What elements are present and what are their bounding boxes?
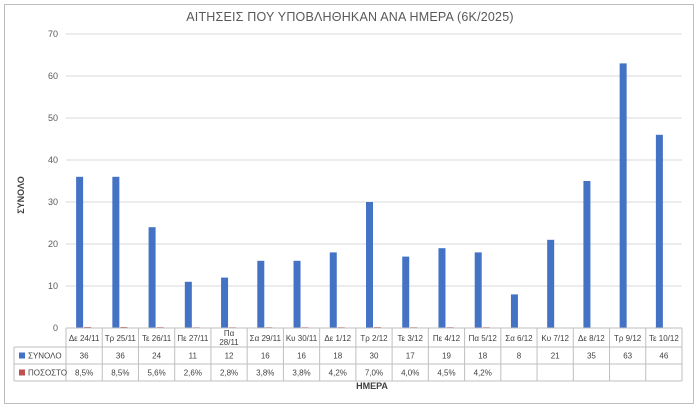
x-tick-label: Πε 27/11 [177,334,209,343]
x-tick-label: Πα 5/12 [469,334,498,343]
bar-total [221,277,229,328]
bar-total [329,252,337,328]
data-label-total: 24 [152,352,161,361]
bar-total [474,252,482,328]
x-tick-label: Τε 26/11 [142,334,172,343]
series-name: ΠΟΣΟΣΤΟ [28,369,67,378]
x-tick-label: Δε 8/12 [578,334,605,343]
y-tick-label: 60 [48,71,58,81]
x-tick-label: Τρ 9/12 [614,334,642,343]
y-tick-label: 20 [48,239,58,249]
data-label-total: 19 [442,352,451,361]
bar-total [655,134,663,328]
x-tick-label: Σα 29/11 [250,334,282,343]
y-tick-label: 40 [48,155,58,165]
data-label-total: 8 [517,352,522,361]
x-tick-label: Τρ 2/12 [360,334,388,343]
data-label-percent: 8,5% [75,369,93,378]
data-label-total: 12 [225,352,234,361]
data-label-total: 30 [370,352,379,361]
data-label-total: 18 [478,352,487,361]
x-axis-title: ΗΜΕΡΑ [356,381,388,391]
data-label-percent: 5,6% [147,369,165,378]
data-label-percent: 3,8% [292,369,310,378]
bar-total [438,248,446,328]
data-label-percent: 4,0% [401,369,419,378]
x-tick-label: Κυ 30/11 [286,334,318,343]
bar-total [510,294,518,328]
data-label-percent: 3,8% [256,369,274,378]
data-label-total: 36 [80,352,89,361]
bar-total [76,176,84,328]
x-tick-label: Πα 28/11 [219,329,239,347]
data-label-total: 46 [659,352,668,361]
y-axis-title: ΣΥΝΟΛΟ [16,176,26,213]
data-label-percent: 4,2% [329,369,347,378]
bars [76,63,663,329]
x-tick-label: Τε 10/12 [649,334,679,343]
legend-key [19,369,25,376]
x-tick-label: Τε 3/12 [398,334,424,343]
bar-total [293,260,301,328]
data-label-percent: 4,5% [437,369,455,378]
y-tick-label: 70 [48,29,58,39]
bar-total [402,256,410,328]
data-label-percent: 2,8% [220,369,238,378]
data-label-total: 11 [189,352,198,361]
data-label-total: 36 [116,352,125,361]
y-tick-label: 0 [53,323,58,333]
data-label-total: 16 [261,352,270,361]
data-label-total: 17 [406,352,415,361]
legend-key [19,352,25,359]
data-label-percent: 2,6% [184,369,202,378]
data-table: Δε 24/11 Τρ 25/11 Τε 26/11 Πε 27/11 Πα 28/11 Σ… [13,327,683,382]
bar-total [619,63,627,329]
bar-total [547,239,555,328]
bar-total [366,202,373,328]
series-name: ΣΥΝΟΛΟ [28,352,62,361]
bar-total [184,281,192,328]
bar-total [583,181,591,328]
y-tick-label: 30 [48,197,58,207]
chart-title: ΑΙΤΗΣΕΙΣ ΠΟΥ ΥΠΟΒΛΗΘΗΚΑΝ ΑΝΑ ΗΜΕΡΑ (6Κ/2… [186,10,513,24]
x-tick-label: Πε 4/12 [433,334,461,343]
x-tick-label: Σα 6/12 [505,334,533,343]
x-tick-label: Δε 24/11 [69,334,100,343]
x-tick-label: Τρ 25/11 [105,334,137,343]
data-label-total: 35 [587,352,596,361]
y-axis-ticks: 0 10 20 30 40 50 60 70 [48,29,58,333]
data-label-percent: 7,0% [365,369,383,378]
data-label-percent: 4,2% [474,369,492,378]
y-tick-label: 50 [48,113,58,123]
y-tick-label: 10 [48,281,58,291]
data-label-percent: 8,5% [111,369,129,378]
bar-total [148,227,156,328]
x-tick-label: Κυ 7/12 [541,334,569,343]
bar-total [112,176,120,328]
x-tick-label: Δε 1/12 [324,334,351,343]
data-label-total: 16 [297,352,306,361]
data-label-total: 21 [551,352,560,361]
bar-total [257,260,265,328]
data-label-total: 63 [623,352,632,361]
data-label-total: 18 [333,352,342,361]
